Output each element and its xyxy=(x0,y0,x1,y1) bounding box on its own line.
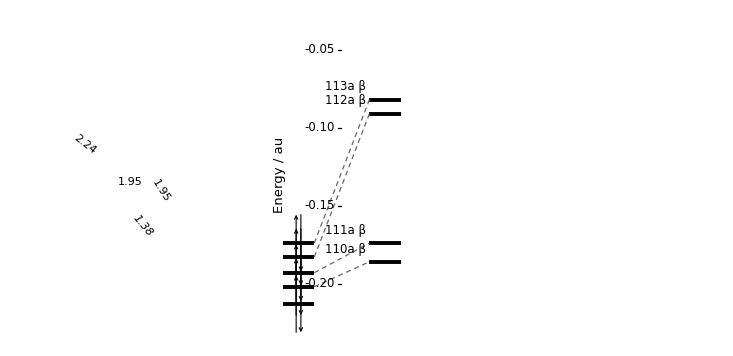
Text: -0.20: -0.20 xyxy=(304,277,335,290)
Text: 111a β: 111a β xyxy=(325,224,366,237)
Text: 113a β: 113a β xyxy=(325,80,366,93)
Text: Energy / au: Energy / au xyxy=(273,136,286,213)
Text: 1.95: 1.95 xyxy=(150,177,172,204)
Text: 2.24: 2.24 xyxy=(73,132,98,156)
Text: 110a β: 110a β xyxy=(325,242,366,256)
Text: -0.15: -0.15 xyxy=(304,199,335,212)
Text: 112a β: 112a β xyxy=(325,94,366,108)
Text: -0.10: -0.10 xyxy=(304,121,335,134)
Text: 1.95: 1.95 xyxy=(118,177,143,187)
Text: 1.38: 1.38 xyxy=(131,213,155,239)
Text: -0.05: -0.05 xyxy=(304,43,335,56)
